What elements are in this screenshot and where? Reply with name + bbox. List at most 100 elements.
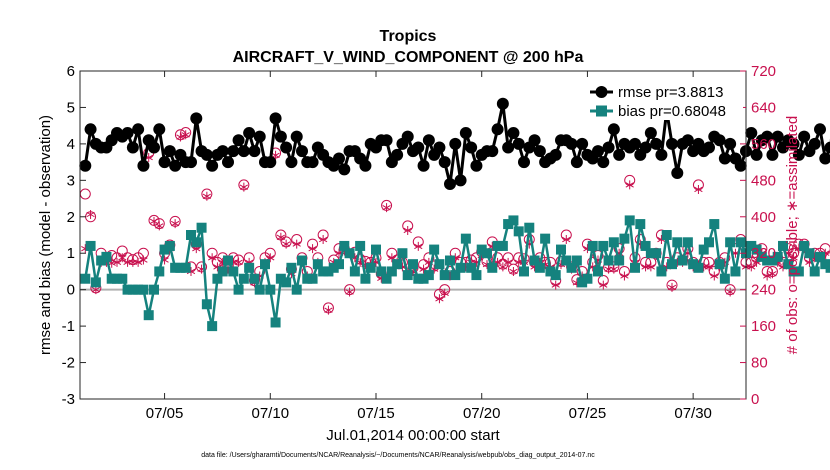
rmse-point — [248, 145, 261, 158]
bias-point — [788, 266, 799, 277]
bias-point — [513, 226, 524, 237]
rmse-point — [607, 123, 620, 136]
bias-point — [825, 262, 830, 273]
y-tick-label: 4 — [67, 136, 75, 153]
rmse-point — [338, 163, 351, 176]
rmse-point — [787, 137, 800, 150]
y-tick-label: 0 — [67, 282, 75, 299]
y-tick-label: 5 — [67, 99, 75, 116]
bias-point — [355, 240, 366, 251]
bias-point — [519, 266, 529, 277]
bias-point — [376, 266, 387, 277]
bias-point — [746, 240, 757, 251]
x-axis-label: Jul.01,2014 00:00:00 start — [326, 427, 500, 444]
bias-point — [719, 273, 730, 284]
y-axis-label: rmse and bias (model - observation) — [37, 115, 54, 355]
bias-point — [85, 240, 96, 251]
bias-point — [799, 240, 810, 251]
obs-assimilated-marker — [133, 257, 143, 267]
bias-point — [529, 255, 540, 266]
y-right-tick-label: 640 — [751, 99, 776, 116]
rmse-point — [671, 167, 684, 180]
bias-point — [392, 259, 403, 270]
obs-assimilated-marker — [768, 269, 777, 279]
bias-point — [101, 251, 112, 262]
bias-point — [593, 266, 603, 277]
bias-point — [191, 237, 202, 248]
rmse-point — [243, 126, 256, 139]
bias-point — [635, 219, 646, 230]
bias-point — [143, 310, 154, 321]
bias-point — [783, 259, 794, 270]
bias-point — [402, 270, 413, 281]
obs-possible-marker — [825, 252, 830, 264]
bias-point — [344, 248, 355, 259]
rmse-point — [639, 141, 652, 154]
bias-point — [302, 273, 313, 284]
bias-point — [725, 237, 736, 248]
bias-point — [476, 244, 487, 255]
rmse-point — [158, 156, 171, 169]
obs-assimilated-marker — [202, 191, 212, 201]
bias-point — [603, 255, 614, 266]
y-tick-label: -3 — [62, 391, 75, 408]
bias-point — [455, 262, 466, 273]
bias-point — [286, 262, 297, 273]
bias-point — [804, 248, 815, 259]
obs-assimilated-marker — [170, 219, 180, 229]
rmse-point — [216, 145, 229, 158]
y-tick-label: 3 — [67, 172, 75, 189]
obs-assimilated-marker — [276, 232, 286, 242]
bias-point — [619, 233, 630, 244]
plot-frame — [79, 70, 747, 400]
obs-assimilated-marker — [292, 239, 301, 249]
bias-point — [413, 273, 424, 284]
bias-point — [730, 266, 741, 277]
bias-point — [112, 273, 122, 284]
obs-assimilated-marker — [181, 130, 190, 140]
obs-assimilated-marker — [646, 262, 656, 272]
bias-point — [233, 284, 244, 295]
obs-assimilated-marker — [414, 241, 423, 251]
rmse-point — [528, 134, 541, 147]
rmse-point — [126, 141, 139, 154]
obs-assimilated-marker — [503, 257, 513, 267]
x-tick-label: 07/30 — [674, 405, 712, 422]
bias-point — [159, 244, 170, 255]
rmse-point — [808, 137, 821, 150]
bias-point — [503, 219, 514, 230]
rmse-point — [449, 137, 462, 150]
y-right-tick-label: 480 — [751, 172, 776, 189]
rmse-point — [792, 148, 805, 161]
obs-assimilated-marker — [667, 282, 677, 292]
bias-point — [508, 215, 519, 226]
bias-point — [709, 219, 720, 230]
bias-point — [138, 284, 149, 295]
y-tick-label: -2 — [62, 355, 75, 372]
plot-area — [80, 71, 746, 399]
rmse-point — [502, 141, 515, 154]
obs-assimilated-marker — [609, 264, 619, 274]
obs-assimilated-marker — [112, 257, 122, 267]
rmse-point — [724, 137, 737, 150]
bias-point — [624, 215, 635, 226]
bias-series — [80, 215, 830, 332]
bias-point — [714, 259, 725, 270]
obs-assimilated-marker — [704, 262, 714, 272]
bias-point — [767, 255, 778, 266]
obs-assimilated-marker — [440, 288, 449, 298]
rmse-point — [222, 156, 234, 169]
bias-point — [778, 240, 788, 251]
rmse-point — [232, 134, 245, 147]
rmse-point — [533, 145, 546, 158]
rmse-point — [549, 148, 562, 161]
bias-point — [328, 262, 339, 273]
rmse-point — [290, 130, 303, 143]
obs-assimilated-marker — [207, 253, 217, 263]
x-tick-label: 07/10 — [252, 405, 290, 422]
bias-point — [756, 251, 767, 262]
bias-point — [582, 273, 593, 284]
obs-assimilated-marker — [345, 287, 354, 297]
legend-box — [585, 82, 743, 120]
bias-point — [429, 244, 440, 255]
